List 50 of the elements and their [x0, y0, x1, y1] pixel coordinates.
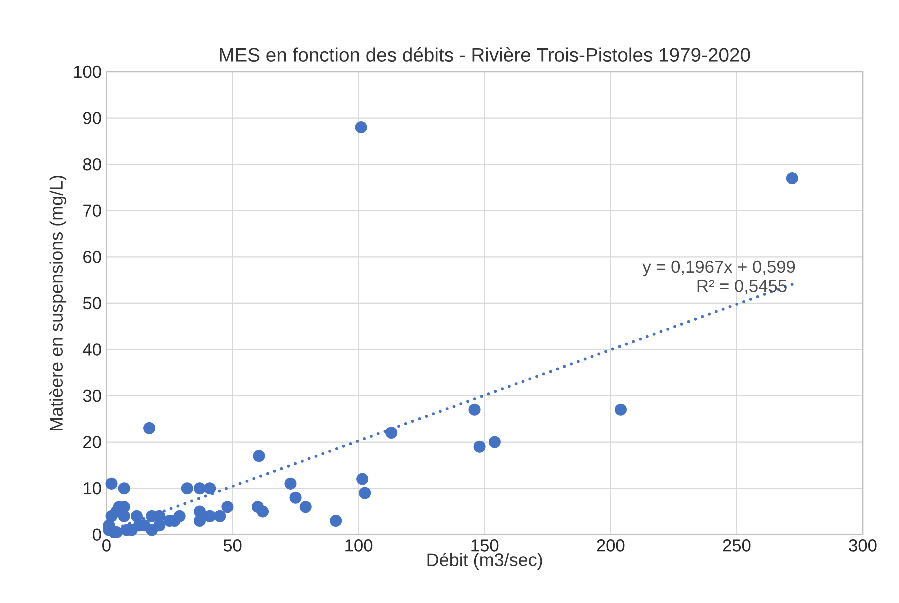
point	[468, 404, 481, 416]
y-tick-label: 60	[84, 251, 102, 264]
y-tick-label: 100	[74, 66, 102, 78]
y-tick-label: 10	[84, 482, 102, 495]
annotation: R² = 0,5455	[698, 280, 787, 294]
point	[214, 510, 226, 522]
y-tick-label: 70	[84, 204, 102, 218]
x-tick-label: 300	[849, 540, 877, 552]
point	[330, 515, 342, 528]
point	[106, 478, 118, 490]
point	[300, 501, 312, 514]
point	[786, 172, 798, 185]
point	[356, 473, 369, 486]
point	[181, 482, 194, 495]
chart-title: MES en fonction des débits - Rivière Trois-Pistoles 1979-2020	[220, 48, 750, 62]
point	[253, 450, 266, 462]
point	[386, 427, 398, 440]
point	[118, 482, 130, 495]
point	[284, 478, 297, 490]
y-tick-label: 40	[83, 344, 102, 356]
y-tick-label: 0	[93, 528, 102, 542]
x-tick-label: 50	[224, 540, 242, 552]
x-tick-label: 0	[102, 540, 111, 552]
point	[154, 520, 166, 532]
y-tick-label: 30	[83, 390, 102, 402]
y-tick-label: 90	[84, 112, 102, 124]
x-tick-label: 250	[723, 540, 751, 552]
x-tick-label: 150	[472, 540, 499, 552]
y-tick-label: 20	[84, 436, 102, 448]
point	[614, 404, 627, 416]
point	[355, 122, 368, 134]
x-tick-label: 100	[346, 540, 373, 552]
point	[130, 510, 143, 522]
point	[474, 440, 486, 453]
point	[290, 492, 302, 504]
y-tick-label: 50	[83, 297, 102, 310]
y-axis-title: Matièere en suspensions (mg/L)	[50, 176, 67, 431]
point	[488, 436, 501, 448]
annotation: y = 0,1967x + 0,599	[642, 260, 796, 277]
point	[359, 487, 372, 500]
point	[144, 422, 156, 434]
point	[257, 506, 270, 518]
point	[194, 515, 206, 528]
point	[204, 482, 216, 495]
point	[222, 501, 234, 514]
point	[204, 510, 216, 522]
y-tick-label: 80	[83, 158, 102, 171]
x-axis-title: Débit (m3/sec)	[428, 553, 542, 570]
point	[194, 482, 206, 495]
x-tick-label: 200	[597, 540, 625, 552]
